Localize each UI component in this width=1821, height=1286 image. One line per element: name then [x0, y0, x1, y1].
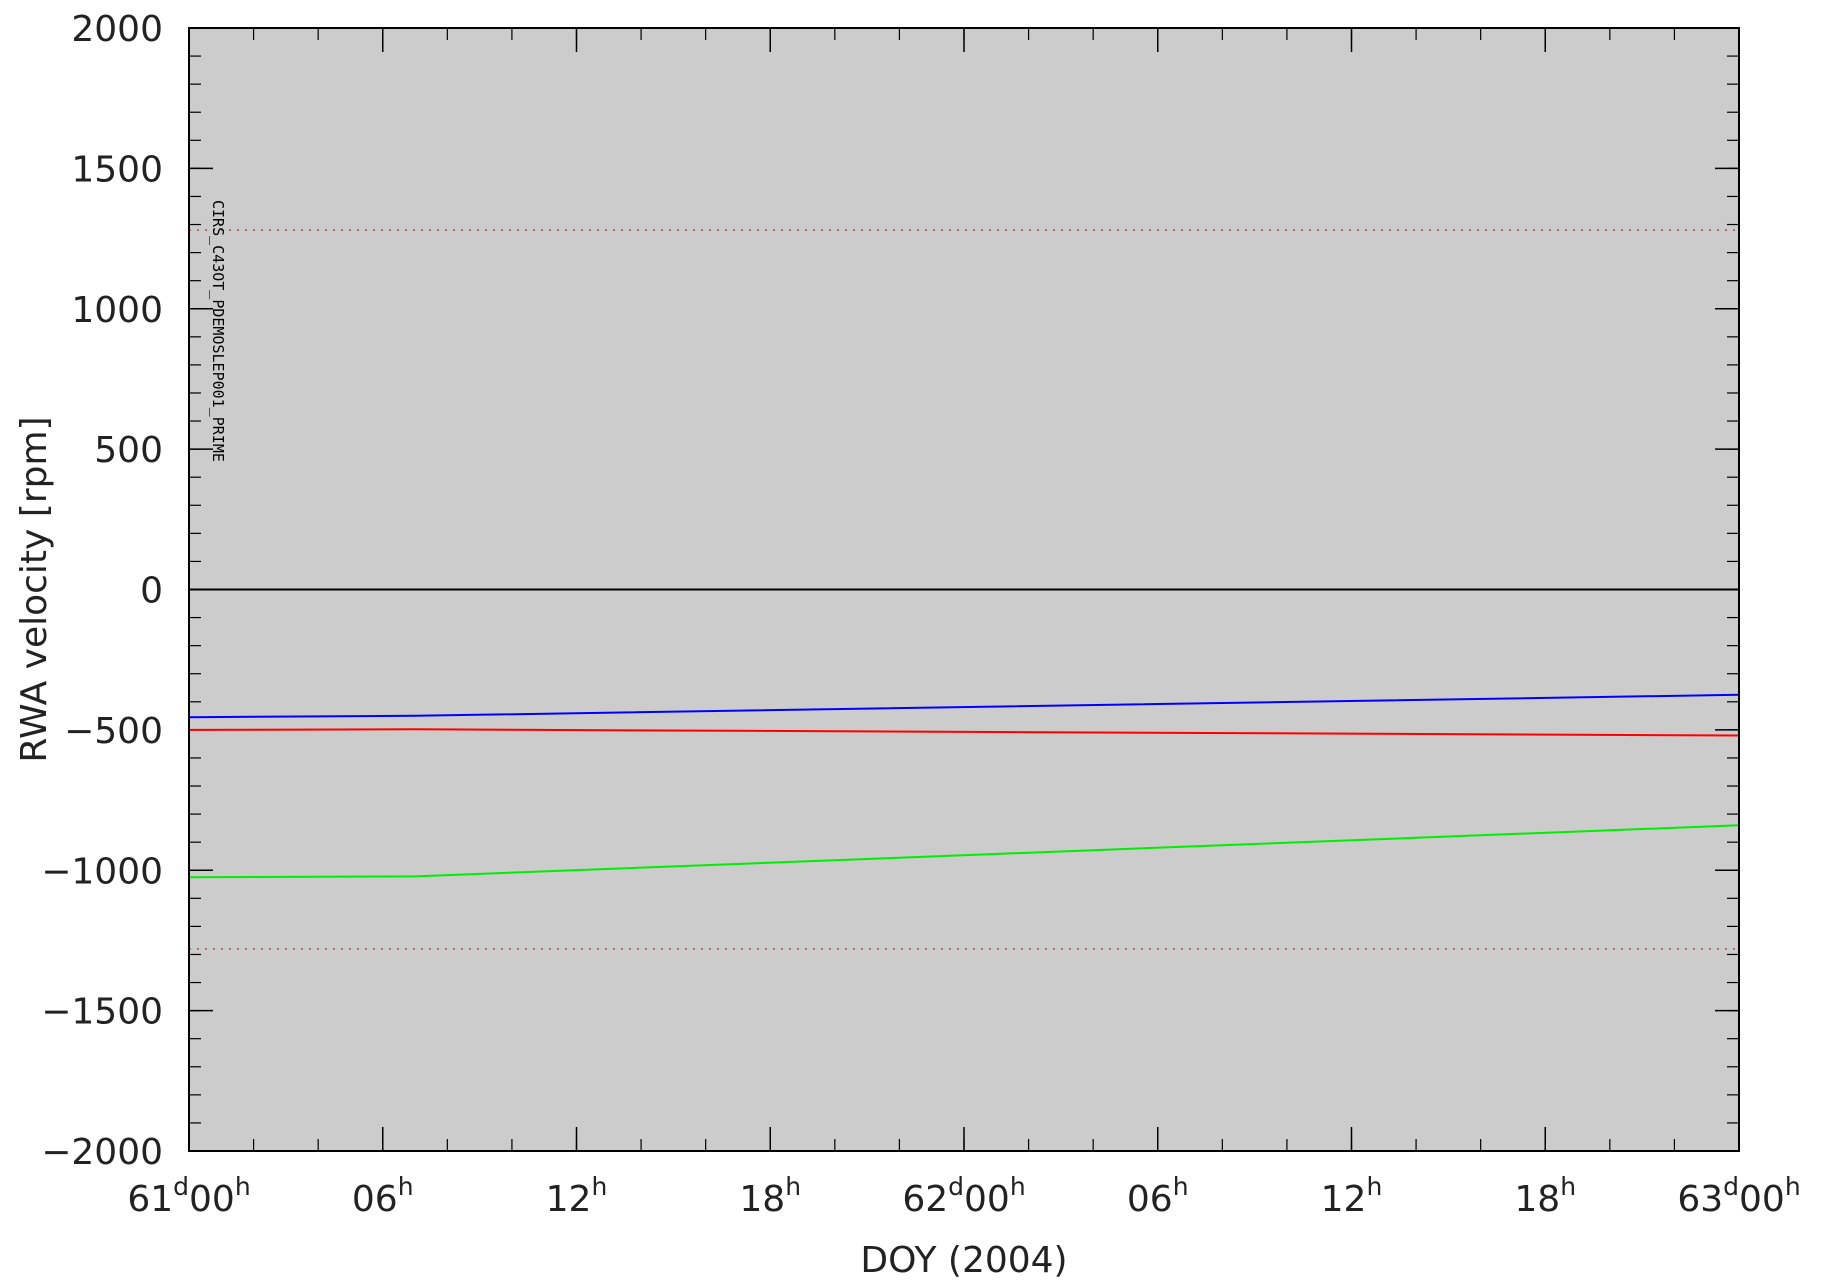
- x-tick-label: 18h: [739, 1172, 801, 1220]
- x-axis-title: DOY (2004): [860, 1240, 1067, 1281]
- y-tick-label: 1500: [71, 149, 163, 190]
- y-tick-label: 500: [94, 430, 163, 471]
- y-tick-label: 1000: [71, 290, 163, 331]
- x-tick-label: 61d00h: [127, 1172, 250, 1220]
- observation-annotation: CIRS_C43OT_PDEMOSLEP001_PRIME: [209, 200, 227, 462]
- plot-frame: [188, 27, 1740, 1152]
- y-tick-label: 2000: [71, 9, 163, 50]
- series-line: [188, 693, 1740, 719]
- y-tick-labels: 2000 1500 1000 500 0 −500 −1000 −1500 −2000: [41, 9, 163, 1173]
- y-axis-title: RWA velocity [rpm]: [14, 416, 55, 762]
- x-tick-label: 06h: [352, 1172, 414, 1220]
- x-tick-label: 63d00h: [1677, 1172, 1800, 1220]
- y-tick-label: −500: [64, 711, 163, 752]
- series-line: [188, 728, 1740, 737]
- x-tick-label: 18h: [1514, 1172, 1576, 1220]
- x-tick-label: 12h: [1321, 1172, 1383, 1220]
- x-tick-label: 06h: [1127, 1172, 1189, 1220]
- x-tick-labels: 61d00h 06h 12h 18h 62d00h 06h 12h 18h 63d00h: [127, 1172, 1800, 1220]
- series-line: [188, 824, 1740, 879]
- x-tick-label: 12h: [546, 1172, 608, 1220]
- y-tick-label: 0: [140, 571, 163, 612]
- data-series: [188, 588, 1740, 879]
- y-tick-label: −1500: [41, 992, 163, 1033]
- x-tick-label: 62d00h: [902, 1172, 1025, 1220]
- y-tick-label: −1000: [41, 851, 163, 892]
- y-tick-label: −2000: [41, 1132, 163, 1173]
